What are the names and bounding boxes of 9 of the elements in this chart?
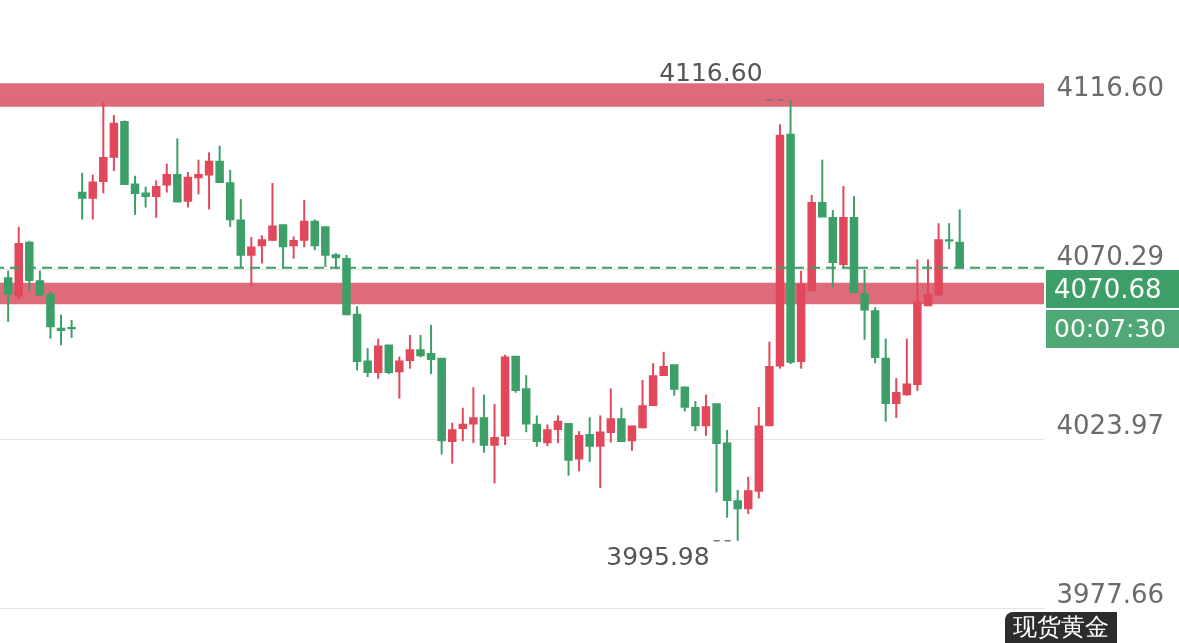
ref-line-label: 4070.68 bbox=[1046, 269, 1179, 308]
y-tick-label: 4070.29 bbox=[1056, 240, 1165, 271]
y-tick-label: 4116.60 bbox=[1056, 71, 1165, 102]
y-tick-label: 3977.66 bbox=[1056, 579, 1165, 610]
y-tick-label: 4023.97 bbox=[1056, 410, 1165, 441]
annotation: 4116.60 bbox=[659, 58, 763, 88]
text: 00:07:30 bbox=[1046, 309, 1179, 348]
annotation: 3995.98 bbox=[606, 541, 710, 571]
text: 现货黄金 bbox=[1005, 612, 1117, 643]
